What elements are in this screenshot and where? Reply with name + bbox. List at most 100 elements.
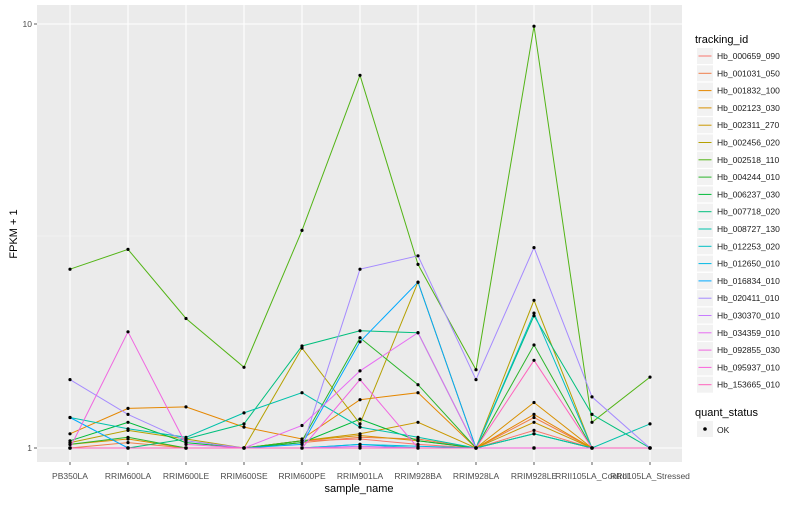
data-point (126, 435, 130, 439)
data-point (532, 24, 536, 28)
legend-title-quant-status: quant_status (695, 407, 758, 419)
legend-items: Hb_000659_090 Hb_001031_050 Hb_001832_100 H… (697, 48, 780, 393)
legend-label: Hb_016834_010 (717, 276, 780, 286)
legend-label: Hb_006237_030 (717, 189, 780, 199)
legend-label: Hb_092855_030 (717, 345, 780, 355)
legend-label: Hb_004244_010 (717, 172, 780, 182)
x-tick-label: RRIM928BA (394, 471, 442, 481)
data-point (590, 420, 594, 424)
data-point (126, 427, 130, 431)
data-point (532, 358, 536, 362)
data-point (300, 423, 304, 428)
data-point (68, 378, 72, 382)
data-point (532, 420, 536, 424)
legend-label: Hb_001832_100 (717, 86, 780, 96)
legend-label: Hb_012253_020 (717, 241, 780, 251)
data-point (532, 298, 536, 302)
x-tick-label: RRIM600PE (278, 471, 326, 481)
data-point (68, 432, 72, 436)
data-point (416, 435, 420, 439)
data-point (648, 375, 652, 379)
data-point (416, 383, 420, 387)
x-tick-label: RRIM600SE (220, 471, 268, 481)
legend-label: Hb_008727_130 (717, 224, 780, 234)
data-point (184, 405, 188, 409)
data-point (126, 412, 130, 416)
data-point (358, 398, 362, 402)
legend-label: Hb_034359_010 (717, 328, 780, 338)
data-point (68, 415, 72, 420)
data-point (590, 412, 594, 416)
data-point (358, 369, 362, 373)
data-point (184, 439, 188, 443)
legend-label: Hb_030370_010 (717, 311, 780, 321)
data-point (358, 417, 362, 421)
data-point (184, 316, 188, 321)
data-point (358, 378, 362, 382)
y-axis: 1 10 (23, 19, 37, 453)
legend-label: Hb_002518_110 (717, 155, 780, 165)
data-point (532, 311, 536, 315)
data-point (242, 446, 246, 450)
data-point (416, 280, 420, 284)
data-point (416, 439, 420, 443)
data-point (358, 340, 362, 344)
data-point (532, 246, 536, 250)
legend-label: Hb_001031_050 (717, 68, 780, 78)
data-point (358, 329, 362, 333)
data-point (358, 446, 362, 450)
data-point (358, 422, 362, 426)
data-point (242, 422, 246, 426)
data-point (532, 343, 536, 347)
legend-title-tracking-id: tracking_id (695, 34, 748, 46)
data-point (126, 446, 130, 450)
data-point (532, 432, 536, 436)
data-point (126, 247, 130, 251)
legend-label: Hb_002123_030 (717, 103, 780, 113)
data-point (184, 446, 188, 450)
data-point (300, 391, 304, 395)
data-point (358, 73, 362, 77)
data-point (590, 395, 594, 399)
x-tick-label: RRIM600LA (105, 471, 152, 481)
data-point (358, 336, 362, 340)
legend-label: Hb_153665_010 (717, 380, 780, 390)
data-point (648, 446, 652, 450)
legend-label: Hb_002456_020 (717, 138, 780, 148)
data-point (474, 378, 478, 382)
legend-label: Hb_002311_270 (717, 120, 780, 130)
data-point (242, 365, 246, 369)
data-point (416, 391, 420, 395)
data-point (532, 446, 536, 450)
data-point (68, 442, 72, 446)
x-tick-label: RRIM600LE (163, 471, 210, 481)
data-point (532, 314, 536, 318)
data-point (184, 442, 188, 446)
data-point (126, 406, 130, 410)
data-point (532, 400, 536, 405)
legend-label: Hb_095937_010 (717, 362, 780, 372)
legend-label: Hb_000659_090 (717, 51, 780, 61)
data-point (532, 415, 536, 420)
y-tick-label: 10 (23, 19, 33, 29)
legend-point-ok (703, 427, 707, 431)
legend-label: Hb_007718_020 (717, 207, 780, 217)
data-point (358, 432, 362, 436)
data-point (474, 368, 478, 372)
data-point (648, 422, 652, 426)
y-axis-title: FPKM + 1 (8, 209, 20, 258)
x-tick-label: PB350LA (52, 471, 88, 481)
data-point (126, 441, 130, 445)
data-point (416, 254, 420, 258)
data-point (242, 411, 246, 415)
legend-label: Hb_020411_010 (717, 293, 780, 303)
x-tick-label: RRIM928LA (453, 471, 500, 481)
x-tick-label: RRII105LA_Control (555, 471, 629, 481)
data-point (68, 446, 72, 450)
data-point (416, 446, 420, 450)
data-point (416, 331, 420, 335)
data-point (126, 330, 130, 334)
data-point (416, 420, 420, 424)
y-tick-label: 1 (27, 443, 32, 453)
